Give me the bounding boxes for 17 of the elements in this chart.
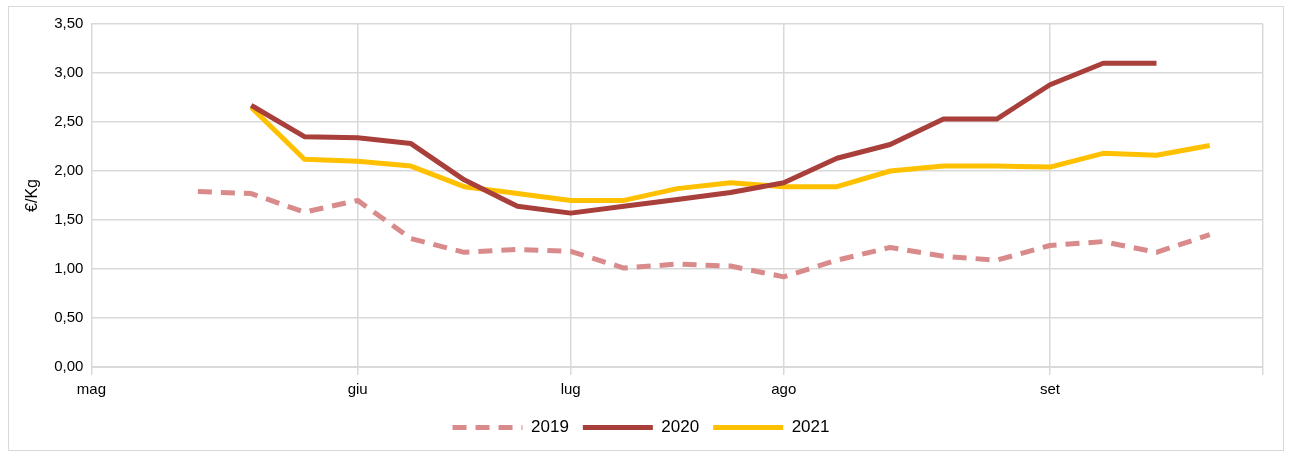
y-tick-label: 1,00 bbox=[54, 259, 84, 277]
x-tick-label: giu bbox=[347, 380, 368, 398]
legend-label: 2020 bbox=[661, 417, 700, 437]
y-axis-title: €/Kg bbox=[23, 179, 41, 212]
legend-label: 2021 bbox=[791, 417, 830, 437]
y-tick-label: 1,50 bbox=[54, 210, 84, 228]
y-tick-label: 3,50 bbox=[54, 14, 84, 32]
y-tick-label: 3,00 bbox=[54, 63, 84, 81]
x-tick-label: ago bbox=[771, 380, 797, 398]
y-tick-label: 0,50 bbox=[54, 308, 84, 326]
x-tick-label: set bbox=[1039, 380, 1061, 398]
x-tick-label: lug bbox=[560, 380, 581, 398]
legend-label: 2019 bbox=[531, 417, 569, 437]
x-tick-label: mag bbox=[76, 380, 106, 398]
y-tick-label: 2,50 bbox=[54, 112, 84, 130]
y-tick-label: 0,00 bbox=[54, 357, 84, 375]
y-tick-label: 2,00 bbox=[54, 161, 84, 179]
